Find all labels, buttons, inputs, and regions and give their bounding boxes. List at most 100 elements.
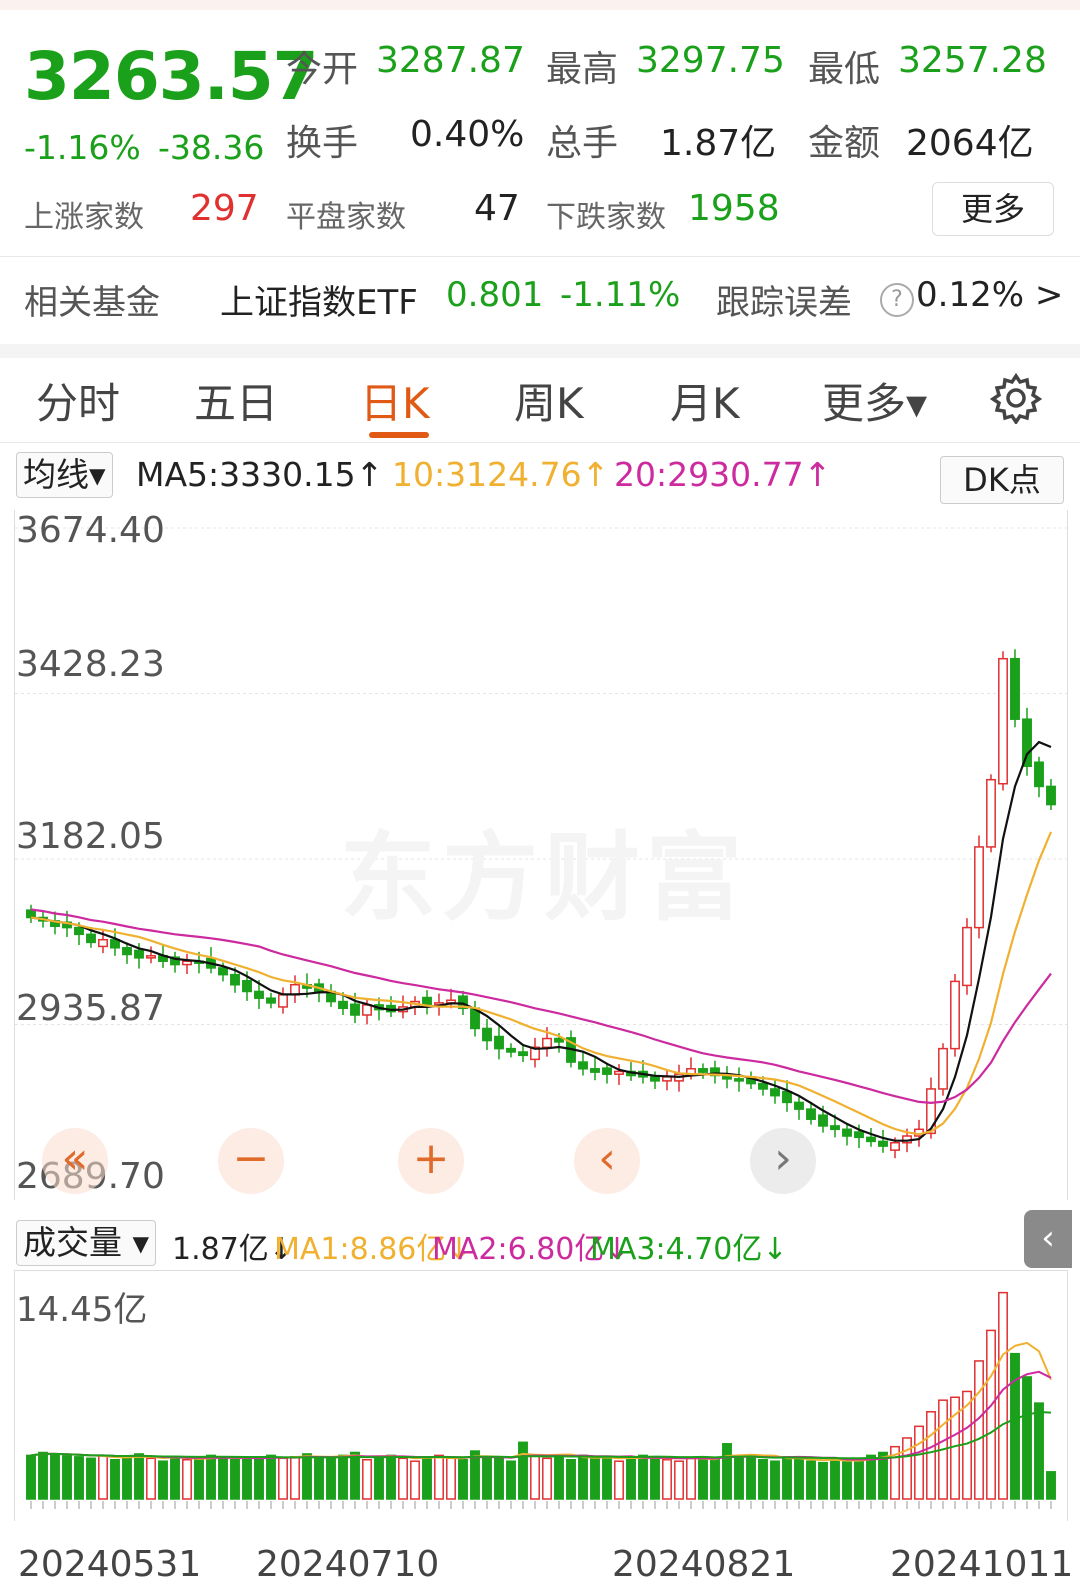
price-axis-label: 3428.23 [16,644,165,685]
up-count-value: 297 [190,188,259,229]
volume-bar [26,1454,36,1500]
dk-point-button[interactable]: DK点 [940,456,1064,504]
tab-weekly-k[interactable]: 周K [514,379,584,428]
volume-bar [86,1457,96,1500]
volume-bar [98,1454,108,1500]
tab-intraday[interactable]: 分时 [36,379,121,428]
candle-body [614,1070,624,1075]
candle-body [758,1082,768,1090]
zoom-in-button[interactable]: + [398,1128,464,1194]
candle-body [1010,657,1020,720]
high-value: 3297.75 [636,40,785,81]
volume-bar [866,1454,876,1500]
volume-bar [662,1459,672,1500]
candle-body [1022,718,1032,768]
volume-bar [134,1453,144,1500]
volume-bar [158,1460,168,1500]
scroll-left-button[interactable]: ‹ [574,1128,640,1194]
volume-bar [182,1459,192,1500]
volume-bar [266,1454,276,1500]
volume-bar [50,1453,60,1500]
kline-svg [15,527,1067,1159]
volume-bar [470,1450,480,1500]
volume-ma1: MA1:8.86亿↓ [274,1232,472,1267]
volume-ma3: MA3:4.70亿↓ [590,1232,788,1267]
volume-chart-area[interactable] [14,1270,1068,1521]
volume-bar [410,1460,420,1500]
volume-bar [230,1459,240,1500]
down-count-value: 1958 [688,188,780,229]
amount-value: 2064亿 [906,123,1034,164]
help-icon[interactable]: ? [880,283,914,317]
volume-bar [602,1456,612,1500]
tab-five-day[interactable]: 五日 [194,379,279,428]
volume-bar [38,1451,48,1500]
candle-body [494,1035,504,1050]
tracking-error-value[interactable]: 0.12% > [916,275,1064,315]
ma20-line [30,908,1052,1105]
volume-bar [170,1456,180,1500]
indicator-selector[interactable]: 均线▾ [16,452,113,498]
volume-bar [506,1460,516,1500]
candle-body [218,967,228,976]
flat-count-value: 47 [474,188,520,229]
volume-ma2: MA2:6.80亿↓ [432,1232,630,1267]
candle-body [110,938,120,949]
zoom-out-button[interactable]: − [218,1128,284,1194]
volume-bar [674,1460,684,1500]
volume-bar [278,1457,288,1500]
fund-name[interactable]: 上证指数ETF [220,283,418,323]
candle-body [698,1068,708,1073]
volume-bar [218,1456,228,1500]
tab-monthly-k[interactable]: 月K [670,379,740,428]
settings-gear-icon[interactable] [990,372,1042,424]
volume-label: 总手 [546,123,619,164]
volume-bar [1022,1376,1032,1500]
candle-body [830,1125,840,1131]
volume-svg [26,1291,1056,1509]
kline-chart-area[interactable] [14,510,1068,1200]
volume-bar [830,1459,840,1500]
candle-body [854,1131,864,1139]
candle-body [254,990,264,999]
candle-body [230,973,240,986]
fund-price: 0.801 [446,275,544,315]
price-axis-label: 3674.40 [16,510,165,551]
candle-body [1046,785,1056,806]
tab-more[interactable]: 更多▾ [822,379,928,428]
candle-body [338,1000,348,1010]
volume-indicator-selector[interactable]: 成交量 ▾ [16,1220,157,1266]
more-quote-button[interactable]: 更多 [932,182,1054,236]
volume-bar [518,1441,528,1500]
candle-body [518,1051,528,1057]
tab-daily-k[interactable]: 日K [360,379,430,428]
volume-bar [122,1456,132,1500]
candle-body [734,1078,744,1082]
ma10-line [30,831,1053,1136]
related-fund-label: 相关基金 [24,283,160,323]
volume-bar [542,1457,552,1500]
open-label: 今开 [286,49,359,90]
candle-body [602,1067,612,1075]
candle-body [878,1140,888,1147]
candle-body [170,956,180,966]
volume-bar [482,1456,492,1500]
candle-body [986,778,996,848]
volume-bar [554,1456,564,1500]
volume-bar [146,1457,156,1500]
scroll-right-button[interactable]: › [750,1128,816,1194]
scroll-left-fast-button[interactable]: « [42,1128,108,1194]
volume-bar [446,1457,456,1500]
low-value: 3257.28 [898,40,1047,81]
collapse-panel-button[interactable]: ‹ [1024,1210,1072,1268]
volume-bar [842,1460,852,1500]
high-label: 最高 [546,49,619,90]
candle-body [350,1003,360,1016]
volume-bar [638,1454,648,1500]
volume-bar [998,1291,1008,1500]
candle-body [266,997,276,1004]
candle-body [770,1088,780,1097]
volume-bar [1034,1402,1044,1500]
volume-bar [878,1451,888,1500]
volume-bar [614,1460,624,1500]
